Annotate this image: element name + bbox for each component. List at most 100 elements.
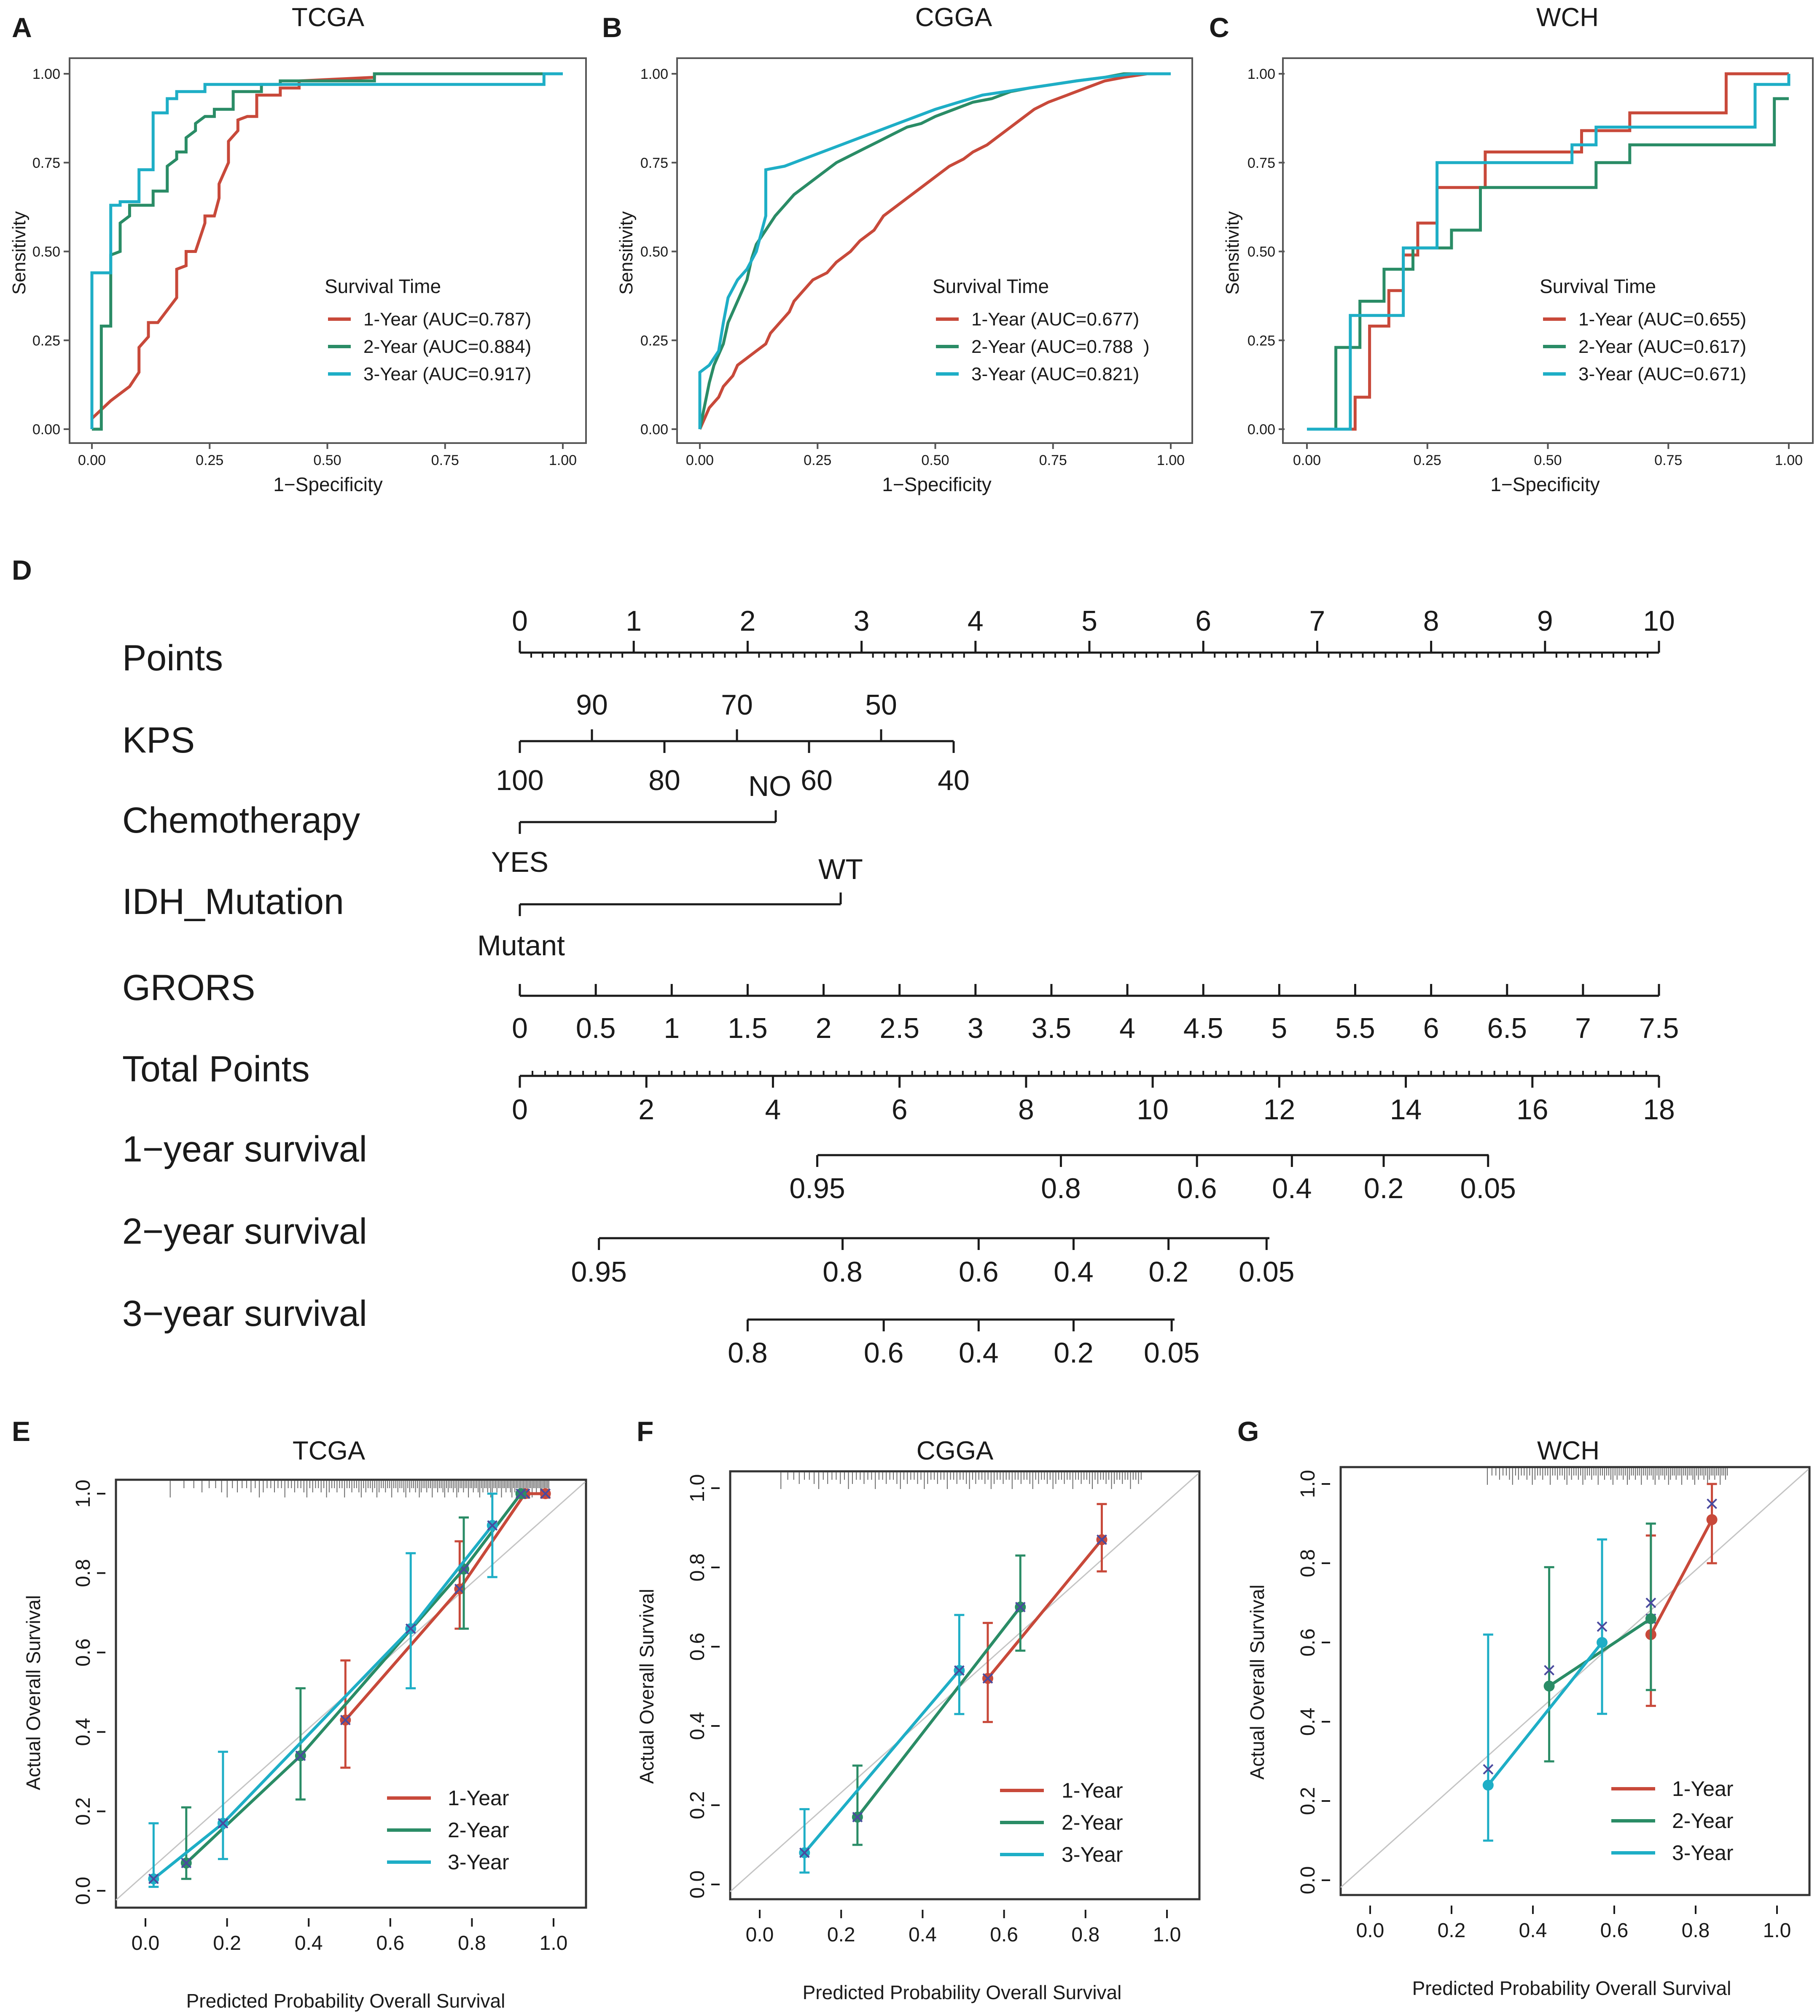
nomo-grors-label: 0.5 bbox=[576, 1012, 616, 1044]
nomo-grors-label: 2.5 bbox=[879, 1012, 919, 1044]
nomo-chemo-label-yes: YES bbox=[491, 846, 548, 878]
calib-line-1-year bbox=[1649, 1519, 1713, 1635]
nomo-grors-label: 7.5 bbox=[1639, 1012, 1679, 1044]
calib-xtick-label: 0.6 bbox=[1600, 1919, 1629, 1942]
calib-cross-marker bbox=[340, 1715, 351, 1726]
nomo-chemo-axis: NO YES bbox=[491, 770, 791, 878]
roc-ticks-a: 0.00 0.00 0.25 0.25 0.50 0.50 0.75 0.75 1.00 1.00 bbox=[32, 66, 577, 468]
nomo-points-label: 1 bbox=[626, 605, 642, 637]
calib-xtick-label: 0.6 bbox=[376, 1932, 404, 1954]
nomo-kps-label-90: 90 bbox=[576, 689, 608, 721]
calib-legend-g: 1-Year 2-Year 3-Year bbox=[1611, 1777, 1733, 1865]
calib-ytick-label: 0.0 bbox=[72, 1877, 94, 1905]
nomo-grors-label: 0 bbox=[512, 1012, 528, 1044]
nomo-surv-label: 0.2 bbox=[1054, 1337, 1094, 1369]
roc-ytick-label: 0.00 bbox=[640, 422, 668, 438]
roc-panel-b: B CGGA Sensitivity 1−Specificity 0.000.0… bbox=[602, 3, 1193, 495]
calib-line-3-year bbox=[1487, 1641, 1603, 1786]
roc-title-c: WCH bbox=[1536, 3, 1599, 32]
roc-curve-2-year bbox=[1307, 97, 1789, 431]
calib-ytick-label: 0.0 bbox=[686, 1871, 709, 1899]
roc-xtick-label: 0.50 bbox=[921, 452, 949, 468]
calib-rug-g bbox=[1487, 1468, 1728, 1485]
calib-ylabel-e: Actual Overall Survival bbox=[22, 1595, 44, 1790]
calib-plot-g bbox=[1482, 1483, 1718, 1842]
calib-xtick-label: 1.0 bbox=[540, 1932, 568, 1954]
calib-ytick-label: 0.6 bbox=[1297, 1629, 1319, 1657]
legend-title-c: Survival Time bbox=[1540, 275, 1656, 297]
nomo-row-surv3: 3−year survival bbox=[122, 1293, 367, 1334]
calib-point bbox=[1482, 1779, 1494, 1791]
roc-ytick-label: 0.00 bbox=[32, 422, 60, 438]
roc-xtick-label: 0.25 bbox=[196, 452, 223, 468]
calib-rug-f bbox=[780, 1472, 1142, 1489]
calib-point bbox=[1543, 1680, 1555, 1692]
calib-cross-marker bbox=[1483, 1764, 1494, 1775]
calib-legend-f: 1-Year 2-Year 3-Year bbox=[1000, 1779, 1123, 1866]
roc-title-a: TCGA bbox=[292, 3, 365, 32]
calib-ytick-label: 0.6 bbox=[686, 1633, 709, 1661]
nomo-grors-label: 1 bbox=[664, 1012, 680, 1044]
roc-ytick-label: 1.00 bbox=[1247, 66, 1275, 82]
nomo-grors-label: 1.5 bbox=[728, 1012, 768, 1044]
calib-rug-e bbox=[169, 1481, 549, 1497]
roc-legend-b: Survival Time 1-Year (AUC=0.677) 2-Year … bbox=[933, 275, 1150, 384]
nomo-grors-ticks: 0 0.5 1 1.5 2 2.5 3 3.5 4 4.5 5 5.5 6 6.5 7 7.5 bbox=[512, 984, 1679, 1044]
roc-ytick-label: 0.25 bbox=[640, 333, 668, 349]
calib-frame-e bbox=[115, 1478, 587, 1909]
nomo-grors-label: 5.5 bbox=[1335, 1012, 1375, 1044]
roc-ytick-label: 0.25 bbox=[32, 333, 60, 349]
roc-ytick-label: 0.50 bbox=[640, 244, 668, 260]
roc-curve-1-year bbox=[698, 72, 1171, 430]
calib-panel-e: E TCGA Actual Overall Survival Predicted… bbox=[12, 1416, 587, 2012]
calib-xtick-label: 0.8 bbox=[458, 1932, 486, 1954]
panel-letter-e: E bbox=[12, 1416, 30, 1447]
panel-letter-g: G bbox=[1237, 1416, 1259, 1447]
panel-letter-c: C bbox=[1209, 12, 1229, 43]
calib-ytick-label: 0.2 bbox=[72, 1797, 94, 1825]
calib-cross-marker bbox=[218, 1818, 229, 1829]
nomo-total-label: 6 bbox=[892, 1094, 908, 1126]
nomo-kps-label-40: 40 bbox=[938, 764, 970, 796]
roc-xlabel-a: 1−Specificity bbox=[273, 473, 383, 495]
roc-xtick-label: 0.50 bbox=[1534, 452, 1562, 468]
nomo-total-label: 16 bbox=[1516, 1094, 1548, 1126]
calib-legend-label-g-3: 3-Year bbox=[1672, 1841, 1733, 1865]
calib-plot-f bbox=[799, 1503, 1108, 1874]
calib-legend-e: 1-Year 2-Year 3-Year bbox=[387, 1786, 509, 1874]
calib-cross-marker bbox=[487, 1520, 498, 1531]
calib-title-g: WCH bbox=[1537, 1436, 1600, 1465]
nomo-row-surv1: 1−year survival bbox=[122, 1129, 367, 1169]
calib-cross-marker bbox=[982, 1673, 993, 1684]
calib-ytick-label: 0.8 bbox=[1297, 1549, 1319, 1578]
panel-letter-b: B bbox=[602, 12, 622, 43]
nomo-points-label: 10 bbox=[1643, 605, 1675, 637]
nomo-points-minor-ticks bbox=[530, 653, 1648, 658]
calib-cross-marker bbox=[295, 1750, 306, 1761]
calib-plot-e bbox=[148, 1488, 551, 1888]
calib-point bbox=[1597, 1637, 1608, 1648]
roc-xtick-label: 0.25 bbox=[1414, 452, 1441, 468]
nomo-row-grors: GRORS bbox=[122, 968, 255, 1008]
nomo-surv-label: 0.2 bbox=[1364, 1172, 1404, 1204]
nomo-total-minor-ticks bbox=[532, 1071, 1647, 1076]
nomo-surv-label: 0.95 bbox=[789, 1172, 845, 1204]
legend-label-b-3: 3-Year (AUC=0.821) bbox=[971, 364, 1139, 384]
nomo-row-idh: IDH_Mutation bbox=[122, 882, 344, 922]
calib-xtick-label: 0.2 bbox=[1438, 1919, 1466, 1942]
roc-ytick-label: 1.00 bbox=[32, 66, 60, 82]
roc-ytick-label: 0.50 bbox=[32, 244, 60, 260]
nomo-surv-label: 0.6 bbox=[864, 1337, 904, 1369]
roc-xtick-label: 0.75 bbox=[431, 452, 459, 468]
nomo-grors-label: 7 bbox=[1575, 1012, 1591, 1044]
roc-curve-1-year bbox=[90, 72, 563, 429]
roc-xtick-label: 0.50 bbox=[313, 452, 341, 468]
roc-xlabel-b: 1−Specificity bbox=[882, 473, 992, 495]
legend-label-a-1: 1-Year (AUC=0.787) bbox=[363, 309, 531, 330]
nomo-total-label: 14 bbox=[1390, 1094, 1422, 1126]
roc-ticks-b: 0.00 0.00 0.25 0.25 0.50 0.50 0.75 0.75 1.00 1.00 bbox=[640, 66, 1185, 468]
calib-xtick-label: 0.4 bbox=[909, 1924, 937, 1946]
roc-xtick-label: 0.25 bbox=[804, 452, 831, 468]
nomo-kps-axis: 90 70 50 100 80 60 40 bbox=[496, 689, 970, 796]
